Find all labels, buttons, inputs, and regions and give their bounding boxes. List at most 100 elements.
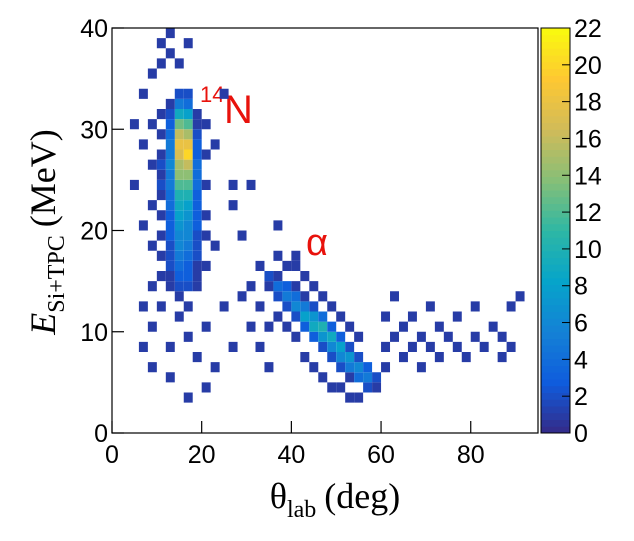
colorbar-band (541, 102, 570, 110)
colorbar-band (541, 325, 570, 333)
heatmap-cell (183, 220, 193, 231)
y-axis-title: ESi+TPC (MeV) (23, 129, 70, 336)
heatmap-cell (434, 352, 444, 363)
colorbar-band (541, 88, 570, 96)
heatmap-cell (174, 260, 184, 271)
colorbar-band (541, 55, 570, 63)
y-tick-label: 20 (80, 218, 108, 246)
heatmap-cell (183, 240, 193, 251)
heatmap-cell (246, 321, 256, 332)
colorbar-label: 16 (574, 125, 602, 153)
heatmap-cell (156, 169, 166, 180)
heatmap-cell (291, 291, 301, 302)
colorbar-band (541, 217, 570, 225)
colorbar-band (541, 298, 570, 306)
heatmap-cell (291, 301, 301, 312)
heatmap-cell (174, 230, 184, 241)
heatmap-cell (291, 311, 301, 322)
colorbar-band (541, 109, 570, 117)
heatmap-cell (183, 200, 193, 211)
heatmap-cell (165, 281, 175, 292)
heatmap-cell (174, 129, 184, 140)
heatmap-cell (147, 281, 157, 292)
heatmap-cell (147, 362, 157, 373)
x-symbol: θ (270, 476, 287, 516)
colorbar-band (541, 244, 570, 252)
heatmap-cell (174, 139, 184, 150)
heatmap-cell (156, 159, 166, 170)
y-tick-label: 30 (80, 116, 108, 144)
colorbar-label: 4 (574, 346, 588, 374)
heatmap-cell (219, 301, 229, 312)
heatmap-cell (183, 271, 193, 282)
colorbar-band (541, 169, 570, 177)
heatmap-cell (345, 352, 355, 363)
heatmap-cell (461, 352, 471, 363)
heatmap-cell (201, 382, 211, 393)
heatmap-cell (165, 372, 175, 383)
heatmap-cell (201, 210, 211, 221)
colorbar-band (541, 210, 570, 218)
heatmap-cell (327, 352, 337, 363)
heatmap-cell (497, 352, 507, 363)
y-tick-label: 10 (80, 319, 108, 347)
heatmap-cell (174, 98, 184, 109)
colorbar-band (541, 129, 570, 137)
heatmap-cell (372, 372, 382, 383)
heatmap-cell (264, 321, 274, 332)
heatmap-cell (174, 190, 184, 201)
heatmap-cell (506, 341, 516, 352)
heatmap-cell (156, 250, 166, 261)
heatmap-cell (416, 362, 426, 373)
heatmap-cell (515, 291, 525, 302)
heatmap-cell (192, 129, 202, 140)
heatmap-cell (174, 311, 184, 322)
heatmap-cell (174, 149, 184, 160)
heatmap-cell (497, 331, 507, 342)
heatmap-cell (381, 341, 391, 352)
heatmap-cell (488, 321, 498, 332)
heatmap-cell (192, 119, 202, 130)
colorbar-label: 2 (574, 383, 588, 411)
heatmap-cell (165, 119, 175, 130)
heatmap-cell (291, 331, 301, 342)
heatmap-cell (165, 200, 175, 211)
colorbar-band (541, 372, 570, 380)
heatmap-cell (210, 240, 220, 251)
heatmap-cell (300, 311, 310, 322)
heatmap-cell (174, 169, 184, 180)
heatmap-cell (345, 321, 355, 332)
heatmap-cell (300, 321, 310, 332)
heatmap-cell (300, 352, 310, 363)
heatmap-cell (201, 260, 211, 271)
heatmap-cell (416, 331, 426, 342)
heatmap-cell (318, 331, 328, 342)
colorbar-band (541, 203, 570, 211)
colorbar-band (541, 61, 570, 69)
heatmap-cell (228, 179, 238, 190)
colorbar-band (541, 196, 570, 204)
colorbar-frame (540, 27, 571, 434)
heatmap-cell (183, 190, 193, 201)
heatmap-cell (174, 250, 184, 261)
heatmap-cell (237, 291, 247, 302)
heatmap-cell (165, 169, 175, 180)
colorbar-band (541, 156, 570, 164)
heatmap-cell (165, 240, 175, 251)
heatmap-cell (318, 311, 328, 322)
heatmap-cell (183, 169, 193, 180)
heatmap-cell (264, 271, 274, 282)
colorbar-label: 22 (574, 15, 602, 43)
heatmap-cell (183, 119, 193, 130)
heatmap-cell (165, 149, 175, 160)
colorbar-band (541, 318, 570, 326)
heatmap-cell (183, 179, 193, 190)
heatmap-cell (318, 291, 328, 302)
heatmap-cell (192, 271, 202, 282)
colorbar-band (541, 230, 570, 238)
heatmap-cell (425, 341, 435, 352)
heatmap-cell (147, 159, 157, 170)
colorbar-band (541, 358, 570, 366)
heatmap-cell (147, 240, 157, 251)
